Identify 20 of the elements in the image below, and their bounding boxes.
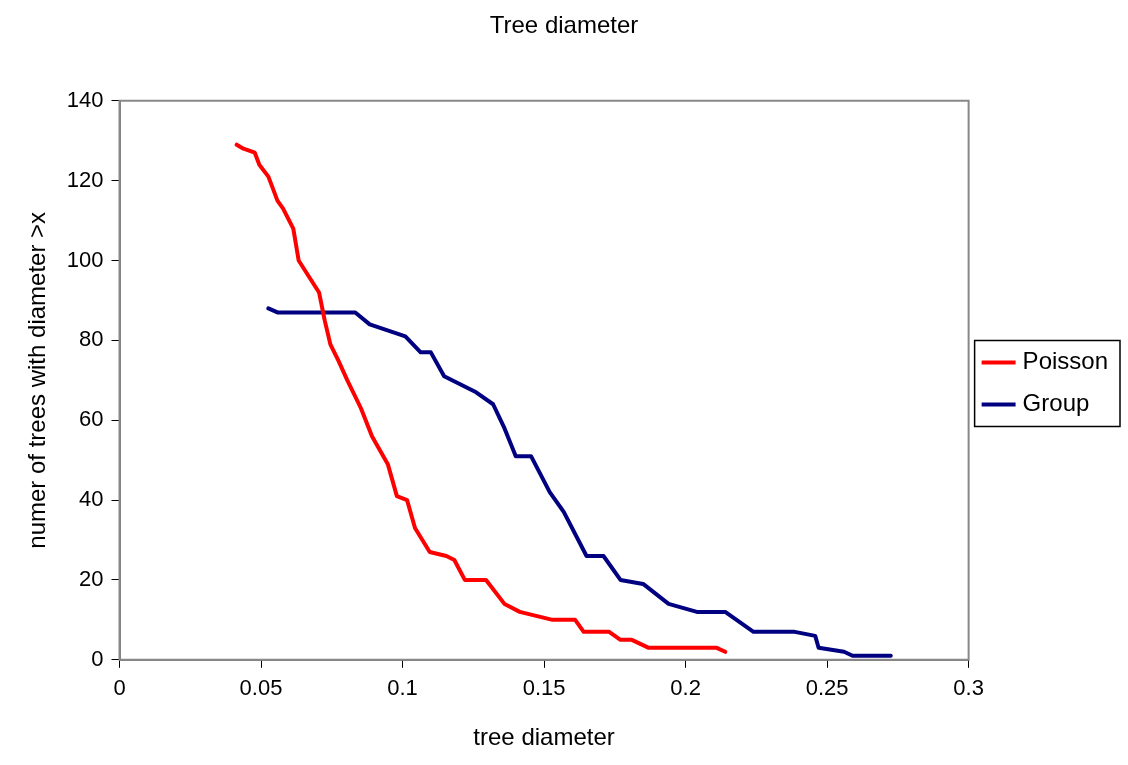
y-tick-label: 100 bbox=[66, 246, 104, 272]
y-tick-label: 140 bbox=[66, 86, 104, 112]
x-tick-label: 0.25 bbox=[805, 675, 849, 701]
x-tick-label: 0.3 bbox=[953, 675, 984, 701]
y-tick-label: 120 bbox=[66, 166, 104, 192]
y-tick-label: 20 bbox=[79, 566, 104, 592]
legend-label: Poisson bbox=[1022, 347, 1109, 375]
legend-label: Group bbox=[1022, 389, 1090, 417]
y-axis-title: numer of trees with diameter >x bbox=[23, 211, 51, 549]
x-tick-label: 0.05 bbox=[239, 675, 283, 701]
x-tick-label: 0 bbox=[113, 675, 126, 701]
chart-title: Tree diameter bbox=[489, 11, 639, 39]
x-tick-label: 0.2 bbox=[670, 675, 701, 701]
y-tick-label: 80 bbox=[79, 326, 104, 352]
y-tick-label: 40 bbox=[79, 486, 104, 512]
x-axis-title: tree diameter bbox=[473, 723, 615, 751]
x-tick-label: 0.1 bbox=[387, 675, 418, 701]
x-tick-label: 0.15 bbox=[522, 675, 566, 701]
y-tick-label: 60 bbox=[79, 406, 104, 432]
y-tick-label: 0 bbox=[91, 645, 104, 671]
